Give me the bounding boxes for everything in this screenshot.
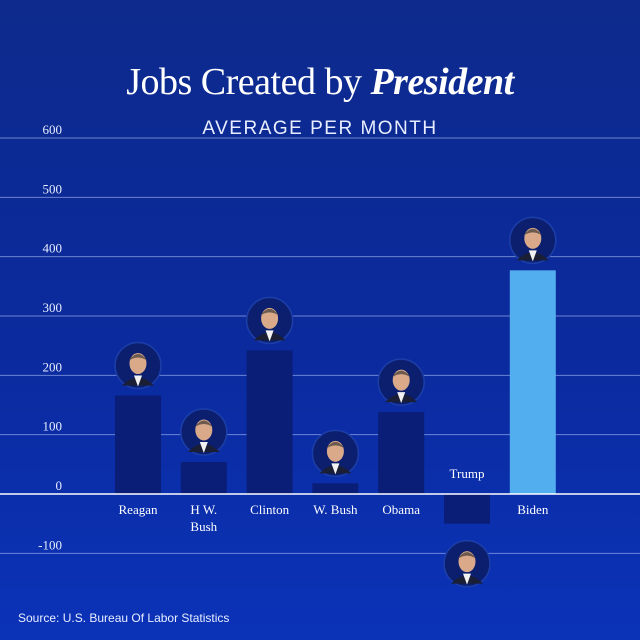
y-tick-label: 300 [43, 300, 63, 315]
category-label: Biden [517, 502, 549, 517]
portrait-marker [443, 539, 491, 588]
source-note: Source: U.S. Bureau Of Labor Statistics [18, 611, 230, 625]
title-prefix: Jobs Created by [126, 61, 371, 103]
portrait-hair [129, 354, 147, 361]
category-label-line: Bush [190, 519, 217, 534]
y-tick-label: 500 [43, 181, 63, 196]
category-label: Trump [450, 466, 485, 481]
category-label-line: W. Bush [313, 502, 358, 517]
category-label: Clinton [250, 502, 290, 517]
category-label: W. Bush [313, 502, 358, 517]
portrait-face [458, 551, 476, 573]
category-label-line: H W. [190, 502, 217, 517]
category-label: H W. Bush [190, 502, 217, 534]
portrait-marker [311, 429, 360, 478]
portrait-face [524, 227, 542, 249]
y-tick-label: 600 [43, 122, 63, 137]
y-tick-label: 200 [43, 359, 63, 374]
y-tick-label: -100 [38, 537, 62, 552]
portrait-shirt [528, 250, 537, 262]
bar [509, 270, 556, 494]
portrait-marker [377, 358, 425, 406]
chart-title: Jobs Created by President [0, 58, 640, 106]
portrait-marker [245, 296, 294, 345]
portrait-hair [194, 420, 213, 427]
category-label: Obama [382, 502, 420, 517]
portrait-shirt [134, 375, 142, 387]
category-label-line: Reagan [119, 502, 158, 517]
portrait-hair [260, 308, 279, 316]
chart-subtitle: AVERAGE PER MONTH [202, 118, 438, 139]
bar [378, 412, 425, 494]
portrait-shirt [397, 392, 406, 404]
y-tick-label: 100 [43, 419, 63, 434]
portrait-face [261, 307, 279, 329]
bar [180, 461, 227, 494]
portrait-face [326, 440, 344, 462]
portrait-marker [180, 408, 228, 456]
category-label-line: Clinton [250, 502, 290, 517]
category-label-line: Obama [382, 502, 420, 517]
portrait-shirt [199, 441, 208, 453]
portrait-marker [114, 341, 162, 390]
portrait-face [129, 353, 147, 375]
category-label: Reagan [119, 502, 158, 517]
y-tick-label: 0 [56, 478, 63, 493]
title-emphasis: President [370, 61, 514, 103]
portrait-shirt [463, 573, 471, 585]
bar [444, 494, 490, 524]
portrait-hair [458, 552, 476, 559]
portrait-face [195, 419, 213, 441]
portrait-shirt [331, 463, 340, 475]
category-label-line: Trump [450, 466, 485, 481]
portrait-hair [326, 441, 345, 449]
portrait-face [392, 369, 410, 391]
bar [312, 483, 359, 494]
portrait-shirt [265, 330, 274, 342]
y-tick-label: 400 [43, 241, 63, 256]
bar [115, 395, 161, 494]
portrait-hair [523, 228, 542, 236]
portrait-marker [509, 216, 557, 265]
category-label-line: Biden [517, 502, 549, 517]
bar [246, 350, 293, 494]
portrait-hair [392, 370, 411, 378]
